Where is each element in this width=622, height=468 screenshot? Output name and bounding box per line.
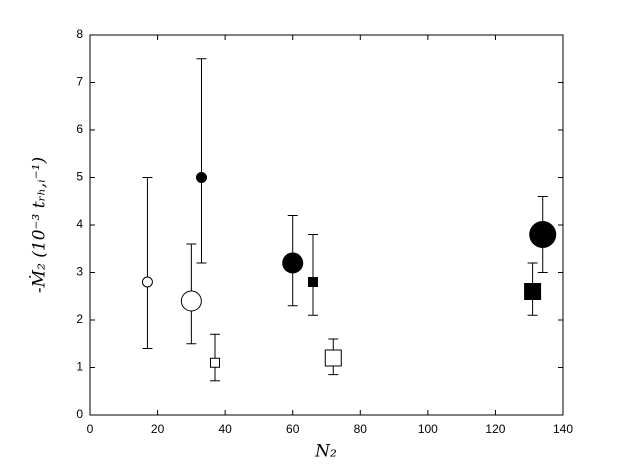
y-tick-label: 6 xyxy=(76,122,83,136)
y-tick-label: 3 xyxy=(76,265,83,279)
x-tick-label: 100 xyxy=(418,422,438,436)
x-tick-label: 140 xyxy=(553,422,573,436)
point xyxy=(324,349,342,367)
x-tick-label: 80 xyxy=(354,422,368,436)
point xyxy=(307,277,318,287)
point xyxy=(180,290,202,312)
y-tick-label: 4 xyxy=(76,217,83,231)
point xyxy=(210,357,221,368)
point xyxy=(141,276,153,288)
x-tick-label: 60 xyxy=(286,422,300,436)
y-tick-label: 1 xyxy=(76,360,83,374)
y-tick-label: 8 xyxy=(76,27,83,41)
y-tick-label: 7 xyxy=(76,75,83,89)
point xyxy=(195,172,207,183)
y-tick-label: 2 xyxy=(76,312,83,326)
x-tick-label: 20 xyxy=(151,422,165,436)
y-axis-label: -Ṁ₂ (10⁻³ tᵣₕ,ᵢ⁻¹) xyxy=(29,157,50,293)
point xyxy=(282,252,304,274)
x-tick-label: 0 xyxy=(87,422,94,436)
y-tick-label: 5 xyxy=(76,170,83,184)
y-tick-label: 0 xyxy=(76,407,83,421)
x-tick-label: 120 xyxy=(485,422,505,436)
x-axis-label: N₂ xyxy=(314,442,337,462)
point xyxy=(529,221,557,248)
point xyxy=(524,283,542,300)
x-tick-label: 40 xyxy=(218,422,232,436)
